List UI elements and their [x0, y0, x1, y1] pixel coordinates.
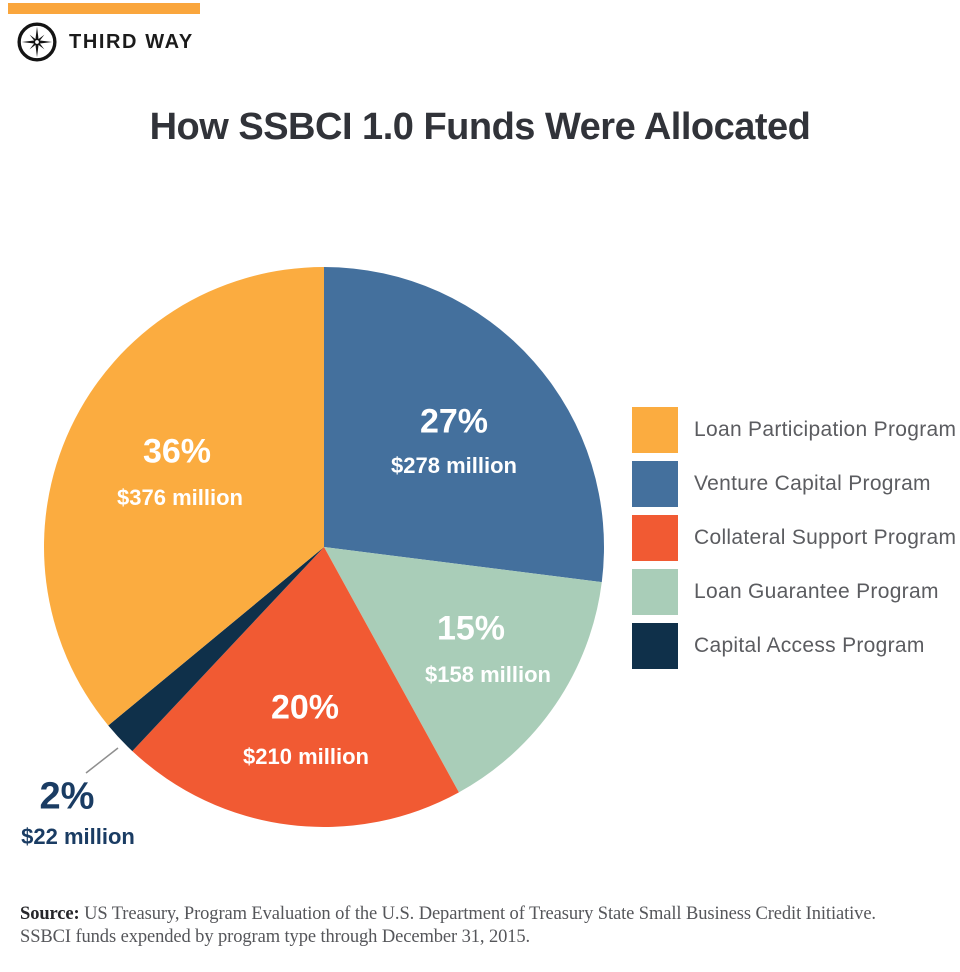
pie-slice-loan-guarantee-program — [324, 547, 602, 793]
slice-label-loan-participation-percent: 36% — [142, 432, 212, 471]
legend-item-collateral-support: Collateral Support Program — [632, 515, 956, 561]
slice-label-loan-guarantee-percent: 15% — [436, 609, 506, 648]
third-way-logo: THIRD WAY — [16, 21, 194, 63]
legend-swatch-loan-guarantee — [632, 569, 678, 615]
pie-slice-loan-participation-program — [43, 267, 324, 726]
legend-item-loan-guarantee: Loan Guarantee Program — [632, 569, 956, 615]
brand-name: THIRD WAY — [69, 30, 194, 53]
pie-chart — [43, 267, 604, 827]
source-label: Source: — [20, 904, 80, 924]
slice-label-collateral-support-percent: 20% — [270, 688, 340, 727]
chart-title: How SSBCI 1.0 Funds Were Allocated — [149, 106, 811, 148]
slice-label-loan-participation-amount: $376 million — [117, 485, 243, 510]
slice-label-loan-guarantee-amount: $158 million — [425, 662, 551, 687]
brand-accent-bar — [8, 3, 200, 14]
legend-swatch-collateral-support — [632, 515, 678, 561]
source-line1: US Treasury, Program Evaluation of the U… — [79, 904, 876, 924]
callout-line-capital-access — [85, 747, 119, 774]
slice-label-capital-access-amount: $22 million — [21, 824, 135, 849]
legend-swatch-venture-capital — [632, 461, 678, 507]
slice-label-venture-capital-percent: 27% — [419, 402, 489, 441]
slice-label-capital-access-percent: 2% — [39, 775, 95, 818]
source-note: Source: US Treasury, Program Evaluation … — [20, 903, 944, 949]
legend-swatch-capital-access — [632, 623, 678, 669]
legend-label: Venture Capital Program — [694, 472, 931, 495]
pie-slice-capital-access-program — [108, 547, 325, 752]
slice-label-collateral-support-amount: $210 million — [243, 744, 369, 769]
legend-label: Capital Access Program — [694, 634, 925, 657]
legend-label: Collateral Support Program — [694, 526, 957, 549]
legend-item-capital-access: Capital Access Program — [632, 623, 956, 669]
legend-label: Loan Participation Program — [694, 418, 957, 441]
legend-item-venture-capital: Venture Capital Program — [632, 461, 956, 507]
pie-chart-area — [43, 267, 604, 827]
legend-item-loan-participation: Loan Participation Program — [632, 407, 956, 453]
legend: Loan Participation Program Venture Capit… — [632, 407, 956, 677]
slice-label-venture-capital-amount: $278 million — [391, 453, 517, 478]
source-line2: SSBCI funds expended by program type thr… — [20, 927, 531, 947]
legend-label: Loan Guarantee Program — [694, 580, 939, 603]
pie-slices — [43, 267, 604, 827]
pie-slice-collateral-support-program — [132, 547, 459, 827]
pie-slice-venture-capital-program — [324, 267, 604, 583]
legend-swatch-loan-participation — [632, 407, 678, 453]
compass-icon — [17, 22, 57, 62]
